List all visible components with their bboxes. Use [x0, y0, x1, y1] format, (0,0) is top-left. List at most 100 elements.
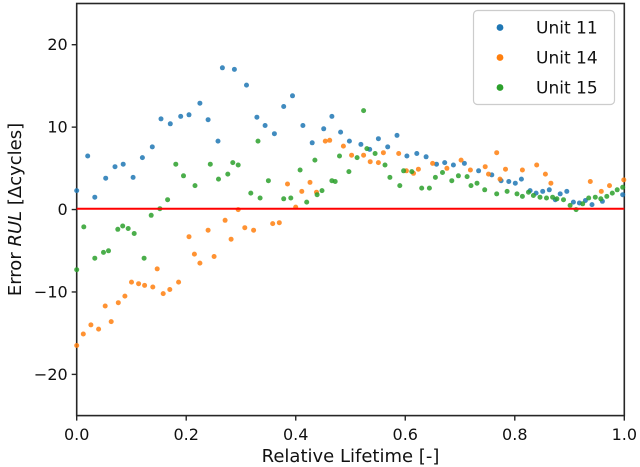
- y-axis-label-prefix: Error: [5, 247, 26, 297]
- data-point: [216, 176, 221, 182]
- data-point: [197, 100, 203, 106]
- data-point: [414, 151, 420, 156]
- data-point: [554, 196, 560, 202]
- data-point: [570, 199, 576, 205]
- data-point: [494, 191, 500, 197]
- data-point: [426, 185, 432, 191]
- data-point: [396, 151, 402, 156]
- data-point: [80, 331, 86, 337]
- data-point: [285, 181, 290, 187]
- legend-box: [472, 9, 616, 106]
- data-point: [327, 137, 333, 143]
- data-point: [385, 144, 391, 150]
- data-point: [231, 66, 237, 72]
- data-point: [160, 291, 166, 297]
- data-point: [312, 157, 318, 163]
- data-point: [464, 174, 470, 180]
- data-point: [401, 168, 407, 174]
- data-point: [129, 279, 134, 285]
- data-point: [375, 136, 381, 142]
- data-point: [346, 138, 352, 144]
- data-point: [181, 173, 186, 179]
- x-tick-label: 1.0: [612, 425, 637, 444]
- data-point: [474, 180, 480, 186]
- data-point: [281, 196, 287, 202]
- data-point: [265, 178, 271, 184]
- data-point: [537, 194, 543, 200]
- data-point: [526, 189, 531, 195]
- data-point: [494, 150, 500, 156]
- data-point: [178, 113, 184, 119]
- data-point: [621, 177, 627, 183]
- data-point: [434, 161, 439, 167]
- data-point: [276, 220, 282, 226]
- data-point: [338, 129, 344, 135]
- data-point: [589, 202, 595, 208]
- data-point: [149, 144, 155, 150]
- data-point: [497, 176, 503, 182]
- data-point: [604, 193, 610, 199]
- data-point: [620, 184, 626, 190]
- data-point: [242, 225, 248, 231]
- data-point: [192, 183, 198, 189]
- data-point: [205, 227, 211, 233]
- data-point: [211, 254, 217, 259]
- data-point: [102, 303, 108, 309]
- data-point: [288, 195, 294, 201]
- data-point: [444, 165, 450, 171]
- data-point: [139, 155, 145, 161]
- data-point: [482, 187, 488, 193]
- legend: Unit 11 Unit 14 Unit 15: [472, 9, 616, 106]
- data-point: [442, 160, 448, 166]
- y-tick-label: 0: [58, 200, 68, 219]
- data-point: [486, 171, 491, 177]
- data-point: [321, 126, 327, 132]
- data-point: [340, 143, 346, 149]
- scatter-series-unit-14: [74, 137, 627, 348]
- data-point: [309, 140, 315, 146]
- y-tick-label: −10: [34, 282, 68, 301]
- data-point: [361, 108, 367, 114]
- data-point: [271, 131, 277, 137]
- data-point: [367, 159, 373, 165]
- scatter-series-unit-11: [74, 65, 626, 208]
- data-point: [141, 255, 147, 261]
- data-point: [235, 162, 241, 168]
- data-point: [215, 138, 221, 144]
- data-point: [504, 188, 510, 194]
- data-point: [154, 266, 160, 272]
- data-point: [228, 236, 234, 242]
- data-point: [375, 160, 381, 166]
- data-point: [297, 167, 303, 173]
- data-point: [461, 160, 467, 166]
- data-point: [254, 114, 260, 120]
- data-point: [92, 255, 98, 261]
- data-point: [455, 173, 461, 179]
- data-point: [423, 154, 429, 160]
- data-point: [542, 171, 548, 177]
- data-point: [587, 179, 593, 184]
- data-point: [142, 282, 148, 288]
- x-axis-label: Relative Lifetime [-]: [262, 446, 440, 467]
- data-point: [257, 195, 263, 201]
- data-point: [430, 160, 436, 166]
- data-point: [101, 249, 106, 255]
- data-point: [186, 112, 192, 118]
- data-point: [108, 319, 114, 325]
- data-point: [96, 326, 102, 332]
- data-point: [131, 231, 137, 236]
- data-point: [354, 155, 360, 161]
- data-point: [432, 174, 438, 180]
- data-point: [248, 190, 254, 196]
- x-tick-label: 0.8: [502, 425, 527, 444]
- data-point: [281, 104, 287, 109]
- data-point: [120, 161, 126, 167]
- data-point: [557, 191, 563, 197]
- data-point: [550, 194, 556, 200]
- data-point: [372, 151, 378, 156]
- data-point: [136, 281, 142, 287]
- y-axis-label-rul: RUL: [5, 211, 26, 247]
- data-point: [85, 153, 91, 159]
